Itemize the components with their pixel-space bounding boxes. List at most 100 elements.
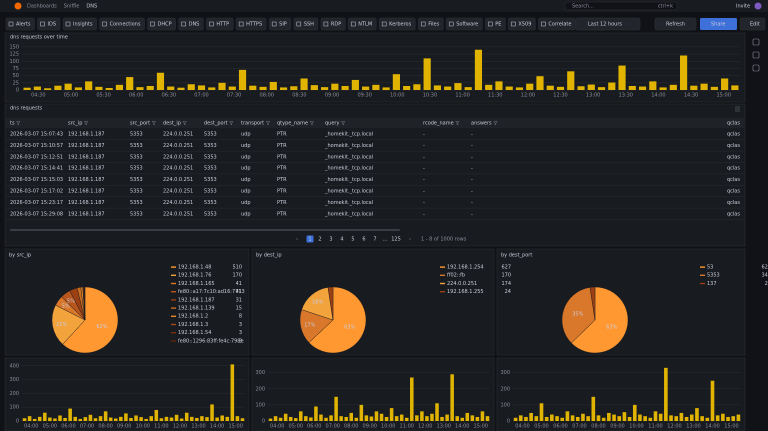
pie-slice[interactable] [308,286,367,354]
tab-label[interactable]: Alerts [16,22,31,28]
legend-label[interactable]: 192.168.1.48 [178,265,211,271]
tab-button[interactable] [445,17,483,31]
pie-slice[interactable] [327,286,334,321]
tab-label[interactable]: X509 [518,22,531,28]
legend-label[interactable]: ff02::fb [447,273,465,279]
pie-slice[interactable] [589,286,596,321]
tab-button[interactable] [293,17,319,31]
legend-label[interactable]: fe80::a17:7c10:ad16:7713 [178,289,245,295]
tab-label[interactable]: PE [495,22,501,28]
legend-label[interactable]: 137 [707,281,717,287]
tab-button[interactable] [5,17,35,31]
filter-icon[interactable] [16,121,21,126]
filter-icon[interactable] [309,121,314,126]
legend-label[interactable]: 192.168.1.254 [447,265,484,271]
avatar[interactable] [754,2,762,10]
time-range[interactable]: Last 12 hours [588,22,622,28]
legend-label[interactable]: 192.168.1.3 [178,322,208,328]
legend-label[interactable]: 5353 [707,273,720,279]
refresh-button[interactable] [654,17,697,31]
search-box[interactable] [564,1,678,11]
legend-label[interactable]: 192.168.1.2 [178,314,208,320]
share-button[interactable] [700,18,737,30]
filter-icon[interactable] [455,121,460,126]
tab-button[interactable] [235,17,267,31]
page-button[interactable]: 4 [340,237,343,243]
page-button[interactable]: 3 [329,237,332,243]
legend-label[interactable]: 192.168.1.165 [178,281,215,287]
logo[interactable] [14,2,22,10]
tab-button[interactable] [206,17,234,31]
page-prev[interactable]: ‹ [296,237,298,243]
time-picker[interactable] [575,17,641,31]
legend-label[interactable]: 192.168.1.255 [447,289,484,295]
page-button[interactable]: 7 [373,237,376,243]
breadcrumb[interactable]: DNS [86,4,97,10]
column-header[interactable]: dest_ip [163,121,181,127]
tab-label[interactable]: Insights [73,22,93,28]
page-button[interactable]: 2 [318,237,321,243]
tab-label[interactable]: Software [456,22,478,28]
column-header[interactable]: transport [241,121,264,127]
legend-label[interactable]: 53 [707,265,713,271]
column-header[interactable]: rcode_name [423,121,454,127]
invite-button[interactable]: Invite [736,4,750,10]
legend-label[interactable]: 192.168.1.76 [178,273,211,279]
column-header[interactable]: ts [10,121,15,127]
tab-label[interactable]: HTTPS [246,22,262,28]
page-button[interactable]: 125 [391,237,401,243]
tab-button[interactable] [484,17,506,31]
tab-button[interactable] [320,17,346,31]
breadcrumb[interactable]: Dashboards [27,4,57,10]
column-header[interactable]: answers [471,121,492,127]
filter-icon[interactable] [229,121,234,126]
filter-icon[interactable] [341,121,346,126]
pie-slice[interactable] [84,286,86,321]
legend-label[interactable]: 192.168.1.187 [178,297,215,303]
filter-icon[interactable] [151,121,156,126]
page-next[interactable]: › [409,237,411,243]
filter-icon[interactable] [83,121,89,126]
tab-button[interactable] [99,17,145,31]
panel-menu[interactable] [735,106,740,112]
legend-label[interactable]: 192.168.1.139 [178,306,215,312]
tab-button[interactable] [417,17,444,31]
column-header[interactable]: qclas [727,121,740,127]
column-header[interactable]: dest_port [204,121,228,127]
tab-label[interactable]: SSH [304,22,314,28]
scrollbar[interactable] [10,229,400,231]
tab-button[interactable] [538,17,576,31]
pie-slice[interactable] [561,287,596,344]
tab-button[interactable] [268,17,292,31]
refresh-label[interactable]: Refresh [666,22,685,28]
page-button[interactable]: 1 [308,237,311,243]
tab-label[interactable]: RDP [331,22,341,28]
tab-label[interactable]: HTTP [216,22,229,28]
page-button[interactable]: 6 [362,237,365,243]
tab-button[interactable] [147,17,176,31]
pie-slice[interactable] [51,304,86,345]
page-button[interactable]: 5 [351,237,354,243]
page-current[interactable] [306,235,314,243]
column-header[interactable]: qtype_name [277,121,308,127]
share-label[interactable]: Share [711,22,725,28]
tab-button[interactable] [62,17,97,31]
tab-button[interactable] [178,17,204,31]
legend-label[interactable]: 192.168.1.54 [178,330,211,336]
tab-label[interactable]: Kerberos [389,22,411,28]
column-header[interactable]: src_port [130,121,150,127]
tab-label[interactable]: DHCP [157,22,171,28]
filter-icon[interactable] [493,121,498,126]
search-placeholder[interactable]: Search... [572,4,594,10]
tab-label[interactable]: IDS [48,22,57,28]
column-header[interactable]: query [325,121,339,127]
edit-label[interactable]: Edit [750,22,760,28]
edit-button[interactable] [739,17,766,31]
tab-label[interactable]: Connections [110,22,141,28]
side-icon[interactable] [752,51,760,59]
pie-slice[interactable] [571,286,629,354]
side-icon[interactable] [752,64,760,72]
pie-slice[interactable] [62,286,119,354]
tab-label[interactable]: Correlate [548,22,571,28]
tab-label[interactable]: Files [428,22,439,28]
